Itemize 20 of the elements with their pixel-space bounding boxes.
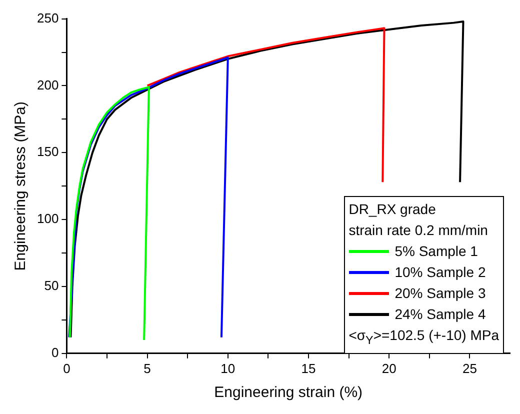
y-tick-label: 200	[36, 77, 59, 92]
x-tick-label: 20	[382, 360, 396, 376]
legend-label: 5% Sample 1	[394, 242, 478, 262]
legend-title: DR_RX grade strain rate 0.2 mm/min	[348, 200, 489, 240]
legend-label: 20% Sample 3	[394, 284, 486, 304]
y-tick-label: 250	[36, 10, 59, 26]
y-tick-label: 50	[44, 278, 59, 294]
x-tick-label: 25	[462, 360, 477, 376]
x-tick-label: 5	[144, 360, 151, 376]
x-axis-title: Engineering strain (%)	[214, 384, 363, 402]
legend-label: 24% Sample 4	[394, 305, 486, 324]
y-tick-label: 0	[51, 344, 59, 360]
x-tick-label: 0	[63, 360, 70, 376]
y-tick-label: 100	[36, 211, 59, 226]
y-axis-title: Engineering stress (MPa)	[12, 101, 30, 271]
y-tick-label: 150	[36, 144, 59, 160]
annotation: <σ$_{Y}$>=102.5 (+-10) MPa	[348, 326, 499, 349]
x-tick-label: 10	[220, 360, 236, 376]
legend-label: 10% Sample 2	[394, 263, 486, 282]
x-tick-label: 15	[301, 360, 316, 376]
